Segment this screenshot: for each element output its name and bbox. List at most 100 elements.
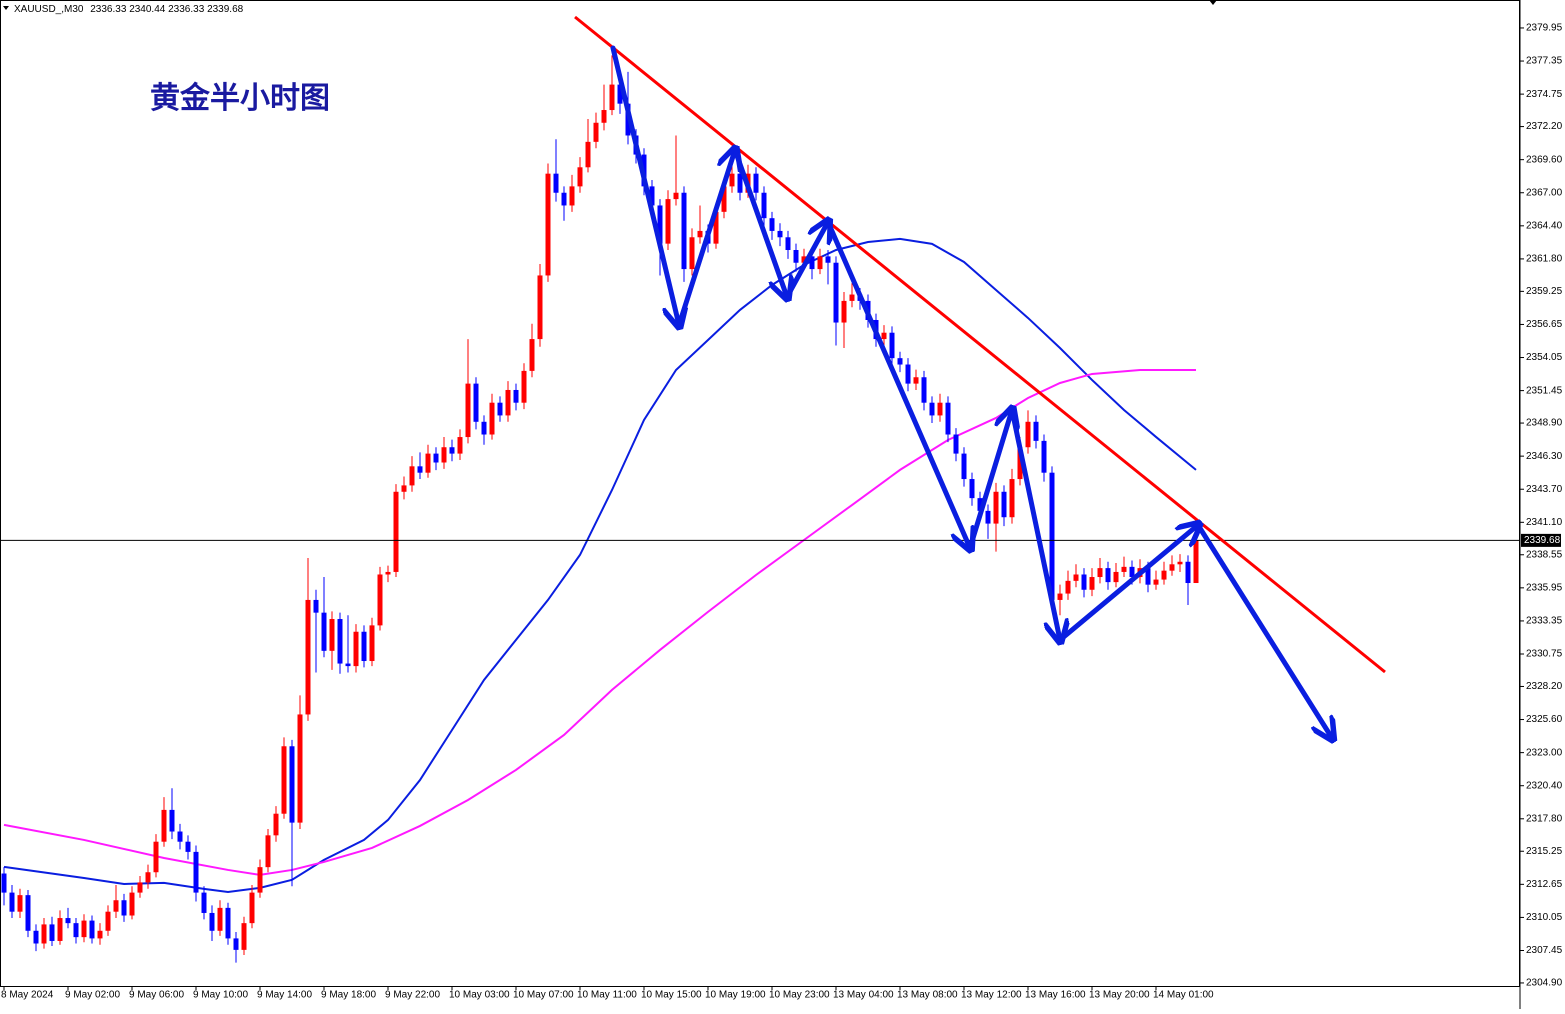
- candle-body: [953, 434, 959, 454]
- candle-body: [593, 122, 599, 142]
- candle-body: [889, 332, 895, 359]
- y-tick-label: 2364.40: [1526, 220, 1563, 231]
- candle-body: [681, 192, 687, 270]
- candle-body: [1089, 577, 1095, 590]
- candle-body: [697, 230, 703, 238]
- candle-body: [1169, 564, 1175, 571]
- candle-body: [785, 237, 791, 251]
- x-tick-label: 10 May 03:00: [449, 990, 510, 1001]
- candle-body: [537, 275, 543, 340]
- arrow: [1195, 522, 1332, 738]
- y-tick-label: 2323.00: [1526, 747, 1563, 758]
- y-tick-label: 2307.45: [1526, 945, 1563, 956]
- candle-body: [513, 389, 519, 403]
- candle-body: [665, 199, 671, 244]
- candle-body: [201, 892, 207, 913]
- candle-body: [57, 918, 63, 941]
- candle-body: [1177, 561, 1183, 565]
- candle-body: [113, 900, 119, 912]
- candle-body: [313, 599, 319, 613]
- candle-body: [1073, 574, 1079, 581]
- arrow: [610, 45, 679, 325]
- candle-body: [345, 663, 351, 667]
- y-tick-label: 2333.35: [1526, 616, 1563, 627]
- candle-body: [721, 186, 727, 212]
- x-tick-label: 14 May 01:00: [1153, 990, 1214, 1001]
- candle-body: [153, 841, 159, 873]
- candle-body: [177, 831, 183, 842]
- y-tick-label: 2338.55: [1526, 549, 1563, 560]
- candle-body: [217, 907, 223, 931]
- candle-body: [1033, 421, 1039, 441]
- candle-body: [585, 141, 591, 168]
- candle-body: [225, 907, 231, 939]
- candle-body: [521, 370, 527, 403]
- candle-body: [985, 510, 991, 524]
- candle-body: [169, 809, 175, 832]
- moving-average: [3, 368, 1196, 876]
- candle-body: [977, 498, 983, 511]
- candle-body: [897, 358, 903, 365]
- candle-body: [1057, 593, 1063, 600]
- candle-body: [1161, 570, 1167, 580]
- candle-body: [385, 571, 391, 575]
- y-tick-label: 2310.05: [1526, 912, 1563, 923]
- candle-body: [969, 479, 975, 499]
- candle-body: [233, 938, 239, 950]
- candle-body: [713, 211, 719, 244]
- arrow: [825, 219, 970, 548]
- candle-body: [1017, 447, 1023, 480]
- candle-body: [1025, 421, 1031, 448]
- y-tick-label: 2377.35: [1526, 56, 1563, 67]
- candle-body: [81, 920, 87, 938]
- candle-body: [377, 574, 383, 626]
- candle-body: [929, 402, 935, 416]
- candle-body: [281, 746, 287, 814]
- moving-averages: [3, 237, 1197, 893]
- y-tick-label: 2315.25: [1526, 846, 1563, 857]
- candle-body: [401, 485, 407, 492]
- candle-body: [17, 895, 23, 912]
- chart-header: XAUUSD_,M30 2336.33 2340.44 2336.33 2339…: [14, 4, 244, 15]
- y-tick-label: 2320.40: [1526, 780, 1563, 791]
- candle-body: [145, 872, 151, 883]
- y-tick-label: 2335.95: [1526, 582, 1563, 593]
- candle-body: [329, 619, 335, 651]
- candle-body: [601, 110, 607, 123]
- candle-body: [545, 173, 551, 276]
- candle-body: [881, 332, 887, 340]
- x-tick-label: 13 May 20:00: [1089, 990, 1150, 1001]
- candle-body: [449, 447, 455, 454]
- candle-body: [273, 813, 279, 836]
- candle-body: [817, 256, 823, 270]
- candle-body: [89, 920, 95, 939]
- candle-body: [249, 892, 255, 924]
- y-tick-label: 2317.80: [1526, 813, 1563, 824]
- candle-body: [473, 383, 479, 422]
- candle-body: [129, 892, 135, 916]
- moving-average: [3, 237, 1197, 893]
- arrow: [784, 222, 828, 300]
- y-tick-label: 2356.65: [1526, 319, 1563, 330]
- candle-body: [305, 599, 311, 715]
- low: 2336.33: [168, 4, 205, 15]
- candle-body: [297, 714, 303, 823]
- candle-body: [161, 809, 167, 842]
- plot-frame: [0, 0, 1520, 987]
- candle-body: [825, 256, 831, 263]
- y-tick-label: 2312.65: [1526, 879, 1563, 890]
- candle-body: [921, 377, 927, 403]
- candle-body: [1001, 491, 1007, 518]
- y-tick-label: 2348.90: [1526, 418, 1563, 429]
- y-tick-label: 2361.80: [1526, 254, 1563, 265]
- symbol: XAUUSD_,M30: [14, 4, 84, 15]
- candle-body: [65, 918, 71, 924]
- current-price-label: 2339.68: [1524, 535, 1561, 546]
- candle-body: [33, 930, 39, 944]
- candle-body: [433, 453, 439, 463]
- candle-body: [369, 625, 375, 662]
- candle-body: [1185, 561, 1191, 584]
- x-tick-label: 10 May 23:00: [769, 990, 830, 1001]
- candle-body: [753, 173, 759, 193]
- close: 2339.68: [207, 4, 244, 15]
